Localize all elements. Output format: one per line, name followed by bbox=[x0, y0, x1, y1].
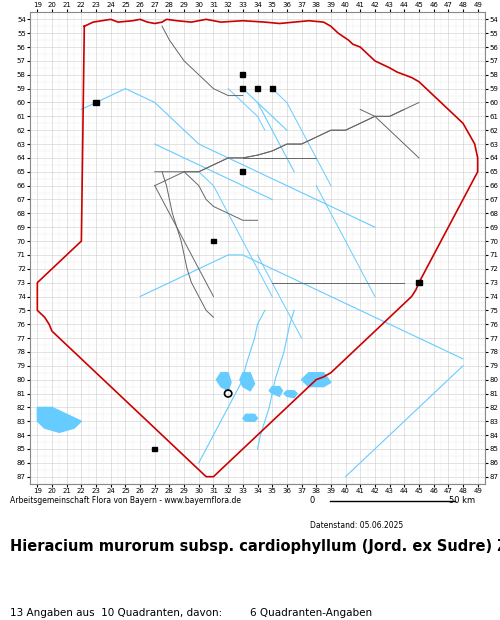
Polygon shape bbox=[240, 373, 254, 391]
Polygon shape bbox=[38, 407, 82, 432]
Text: 0: 0 bbox=[310, 496, 316, 505]
Text: Datenstand: 05.06.2025: Datenstand: 05.06.2025 bbox=[310, 521, 403, 530]
Text: 50 km: 50 km bbox=[449, 496, 475, 505]
Polygon shape bbox=[302, 373, 331, 387]
Bar bbox=[94, 100, 98, 105]
Polygon shape bbox=[269, 387, 282, 396]
Bar bbox=[416, 280, 422, 285]
Bar bbox=[240, 73, 246, 77]
Bar bbox=[240, 86, 246, 91]
Polygon shape bbox=[284, 391, 297, 397]
Text: Arbeitsgemeinschaft Flora von Bayern - www.bayernflora.de: Arbeitsgemeinschaft Flora von Bayern - w… bbox=[10, 496, 241, 505]
Text: 6 Quadranten-Angaben: 6 Quadranten-Angaben bbox=[250, 608, 372, 618]
Polygon shape bbox=[216, 373, 231, 391]
Bar bbox=[211, 239, 216, 244]
Bar bbox=[270, 86, 274, 91]
Bar bbox=[240, 169, 246, 174]
Bar bbox=[152, 446, 158, 451]
Text: 13 Angaben aus  10 Quadranten, davon:: 13 Angaben aus 10 Quadranten, davon: bbox=[10, 608, 222, 618]
Text: Hieracium murorum subsp. cardiophyllum (Jord. ex Sudre) Zahn: Hieracium murorum subsp. cardiophyllum (… bbox=[10, 539, 500, 554]
Bar bbox=[255, 86, 260, 91]
Polygon shape bbox=[243, 414, 258, 421]
